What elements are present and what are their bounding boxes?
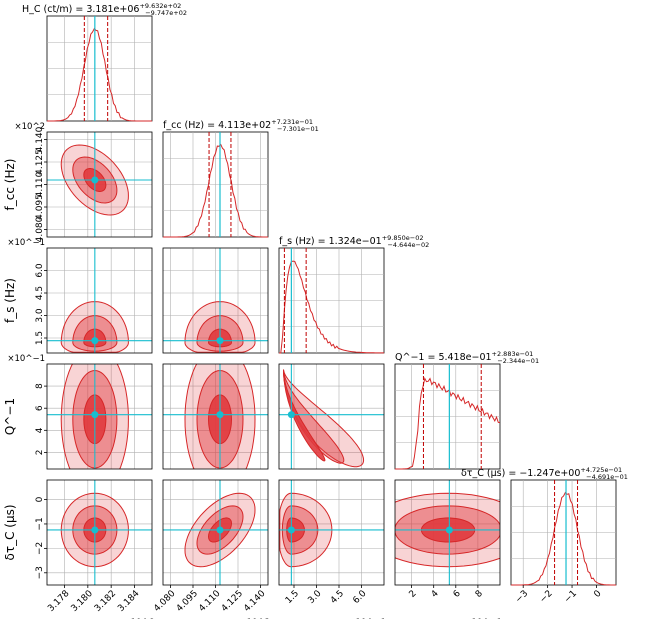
x-tick-label: 3.184 [116,589,141,614]
panel-frame [162,247,269,354]
y-axis-label-fs: f_s (Hz) [3,278,17,323]
diag-panel-dtau: δτ_C (μs) = −1.247e+00+4.725e−01 −4.691e−… [461,466,628,586]
panel-frame [46,479,153,586]
median-point [216,411,224,419]
y-axis-label-Qinv: Q^−1 [3,398,17,435]
title-fs: f_s (Hz) = 1.324e−01+9.850e−02 −4.644e−02 [279,234,429,249]
x-tick-label: 4.110 [197,589,222,614]
histogram-fs [279,260,384,354]
histogram-Qinv [395,376,501,470]
y-axis-label-fcc: f_cc (Hz) [3,159,17,211]
y-tick-label: 3.0 [35,308,45,323]
y-tick-label: 4 [35,427,45,433]
histogram-Hc [47,27,152,122]
median-point [287,526,295,534]
diag-panel-Qinv: Q^−1 = 5.418e−01+2.883e−01 −2.344e−01 [394,350,539,470]
y-axis-label-dtau: δτ_C (μs) [3,504,17,560]
y-tick-label: −2 [35,542,45,555]
panel-frame [46,363,153,470]
y-tick-label: 2 [35,450,45,456]
median-point [91,411,99,419]
histogram-fcc [163,143,268,238]
x-tick-label: 3.178 [46,589,71,614]
title-fcc: f_cc (Hz) = 4.113e+02+7.231e−01 −7.301e−0… [163,118,319,133]
x-tick-label: 4.125 [220,589,245,614]
median-point [91,176,99,184]
panel-frame [162,363,269,470]
y-tick-label: 6.0 [35,263,45,278]
y-exponent-fcc: ×10^2 [15,122,45,132]
x-tick-label: 4.140 [242,589,267,614]
y-exponent-fs: ×10^−1 [7,238,45,248]
panel-Hc-dtau [46,479,153,586]
panel-frame [394,479,501,586]
x-tick-label: 0 [592,589,603,600]
x-tick-label: −2 [538,589,554,605]
median-point [91,526,99,534]
y-tick-label: 4.080 [35,216,45,242]
y-tick-label: −1 [35,517,45,530]
title-Qinv: Q^−1 = 5.418e−01+2.883e−01 −2.344e−01 [395,350,539,365]
panel-frame [278,479,385,586]
x-tick-label: 4.5 [329,589,346,606]
median-point [91,337,99,345]
y-tick-label: 6 [35,405,45,411]
x-tick-label: −1 [563,589,579,605]
y-tick-label: 4.125 [35,149,45,175]
panel-frame [278,363,385,470]
x-tick-label: 6.0 [351,589,368,606]
diag-panel-fcc: f_cc (Hz) = 4.113e+02+7.231e−01 −7.301e−0… [162,118,319,238]
panel-Hc-Qinv [46,363,153,470]
x-tick-label: 6 [452,589,463,600]
y-tick-label: 4.095 [35,194,45,220]
y-tick-label: 4.110 [35,171,45,197]
x-tick-label: 4.095 [175,589,200,614]
x-tick-label: 3.0 [306,589,323,606]
histogram-dtau [511,491,616,586]
panel-fs-dtau [278,479,385,586]
panel-Hc-fcc [46,131,153,238]
y-exponent-Qinv: ×10^−1 [7,354,45,364]
diag-panel-fs: f_s (Hz) = 1.324e−01+9.850e−02 −4.644e−02 [278,234,429,354]
panel-fcc-Qinv [162,363,269,470]
median-point [287,411,295,419]
panel-frame [46,247,153,354]
x-tick-label: 2 [408,589,419,600]
title-dtau: δτ_C (μs) = −1.247e+00+4.725e−01 −4.691e−… [461,466,628,481]
y-tick-label: 8 [35,383,45,389]
panel-fcc-fs [162,247,269,354]
y-tick-label: 4.140 [35,126,45,152]
diag-panel-Hc: H_C (ct/m) = 3.181e+06+9.632e+02 −9.747e+… [22,2,187,122]
title-Hc: H_C (ct/m) = 3.181e+06+9.632e+02 −9.747e+… [22,2,187,17]
median-point [216,526,224,534]
y-tick-label: 4.5 [35,286,45,300]
panel-fcc-dtau [162,479,269,586]
x-tick-label: 4.080 [152,589,177,614]
panel-Hc-fs [46,247,153,354]
x-tick-label: 1.5 [284,589,301,606]
y-tick-label: 1.5 [35,331,45,345]
contour-1sigma [283,369,326,462]
x-tick-label: 3.180 [70,589,95,614]
panel-fs-Qinv [278,363,385,470]
x-tick-label: 4 [430,589,441,600]
x-tick-label: −3 [514,589,530,605]
x-tick-label: 3.182 [93,589,118,614]
y-tick-label: −3 [35,566,45,579]
panel-Qinv-dtau [394,479,501,586]
median-point [445,526,453,534]
y-tick-label: 0 [35,496,45,502]
median-point [216,337,224,345]
x-tick-label: 8 [474,589,485,600]
